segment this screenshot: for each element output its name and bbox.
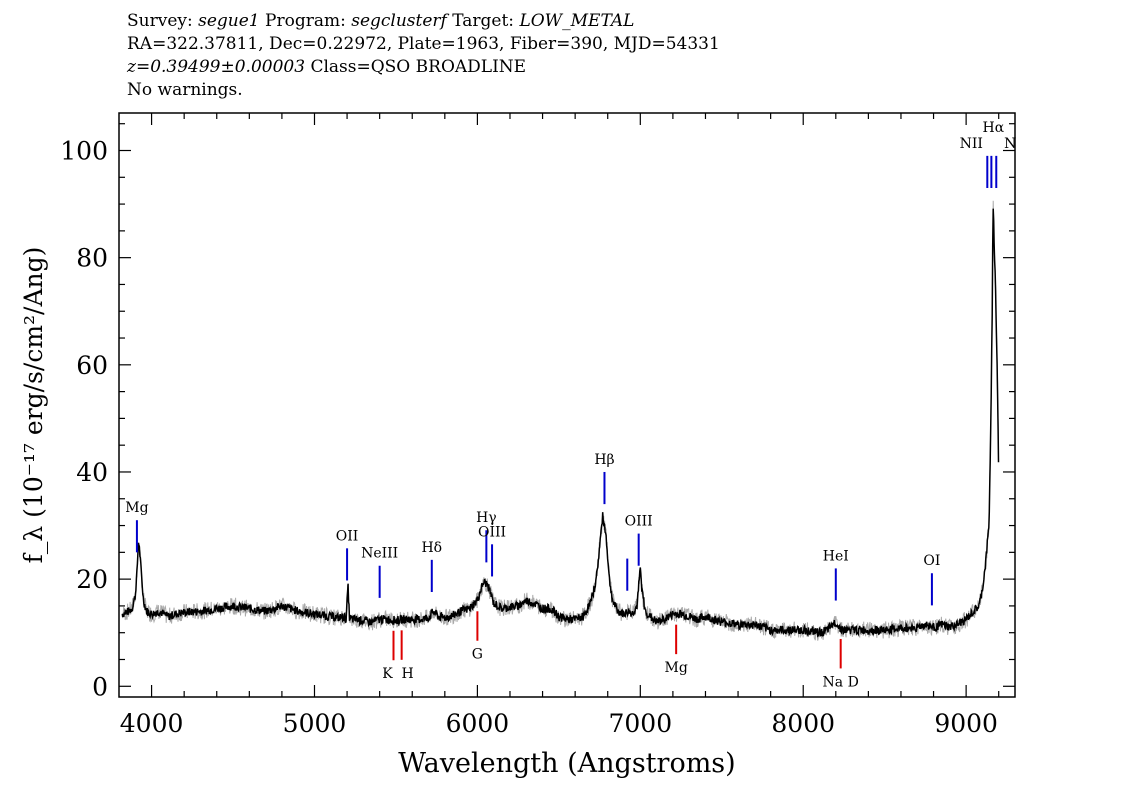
emission-line-label: OIII [625, 514, 653, 530]
emission-line-label: OIII [478, 524, 506, 540]
survey-value: segue1 [198, 11, 260, 31]
y-tick-label: 80 [76, 244, 108, 273]
x-axis-label: Wavelength (Angstroms) [398, 748, 735, 779]
y-tick-label: 0 [92, 672, 108, 701]
emission-line-label: Hα [983, 120, 1005, 136]
emission-line-label: OI [923, 553, 940, 569]
header-line-coordinates: RA=322.37811, Dec=0.22972, Plate=1963, F… [127, 34, 720, 54]
emission-line-label: N [1004, 136, 1016, 152]
x-tick-label: 8000 [771, 709, 835, 738]
error-trace [121, 200, 999, 641]
header-line-survey: Survey: segue1 Program: segclusterf Targ… [127, 10, 720, 33]
header-line-warnings: No warnings. [127, 80, 243, 100]
x-tick-label: 4000 [120, 709, 184, 738]
survey-label: Survey: [127, 11, 199, 31]
emission-line-label: Hδ [421, 540, 442, 556]
y-tick-label: 60 [76, 351, 108, 380]
y-tick-label: 40 [76, 458, 108, 487]
x-tick-label: 6000 [446, 709, 510, 738]
y-axis-label: f_λ (10⁻¹⁷ erg/s/cm²/Ang) [19, 247, 48, 564]
redshift-value: z=0.39499±0.00003 [127, 57, 306, 77]
y-tick-label: 20 [76, 565, 108, 594]
target-label: Target: [446, 11, 520, 31]
emission-line-label: Mg [125, 500, 148, 516]
program-value: segclusterf [351, 11, 447, 31]
emission-line-label: OII [336, 528, 359, 544]
program-label: Program: [259, 11, 352, 31]
absorption-line-label: G [472, 647, 483, 663]
plot-frame [118, 112, 1016, 698]
absorption-line-label: Na D [823, 674, 859, 690]
header-line-redshift: z=0.39499±0.00003 Class=QSO BROADLINE [127, 56, 720, 79]
y-tick-label: 100 [60, 137, 108, 166]
emission-line-label: NII [960, 136, 983, 152]
absorption-line-label: K [382, 666, 393, 682]
emission-line-label: HeI [823, 548, 849, 564]
spectrum-line [121, 208, 1000, 638]
spectrum-header: Survey: segue1 Program: segclusterf Targ… [127, 10, 720, 102]
absorption-line-label: Mg [665, 660, 688, 676]
emission-line-label: Hγ [476, 510, 497, 526]
target-value: LOW_METAL [519, 11, 635, 31]
absorption-line-label: H [402, 666, 414, 682]
class-value: Class=QSO BROADLINE [305, 57, 527, 77]
x-tick-label: 7000 [608, 709, 672, 738]
x-tick-label: 5000 [283, 709, 347, 738]
x-tick-label: 9000 [934, 709, 998, 738]
emission-line-label: NeIII [361, 546, 398, 562]
emission-line-label: Hβ [594, 452, 614, 468]
